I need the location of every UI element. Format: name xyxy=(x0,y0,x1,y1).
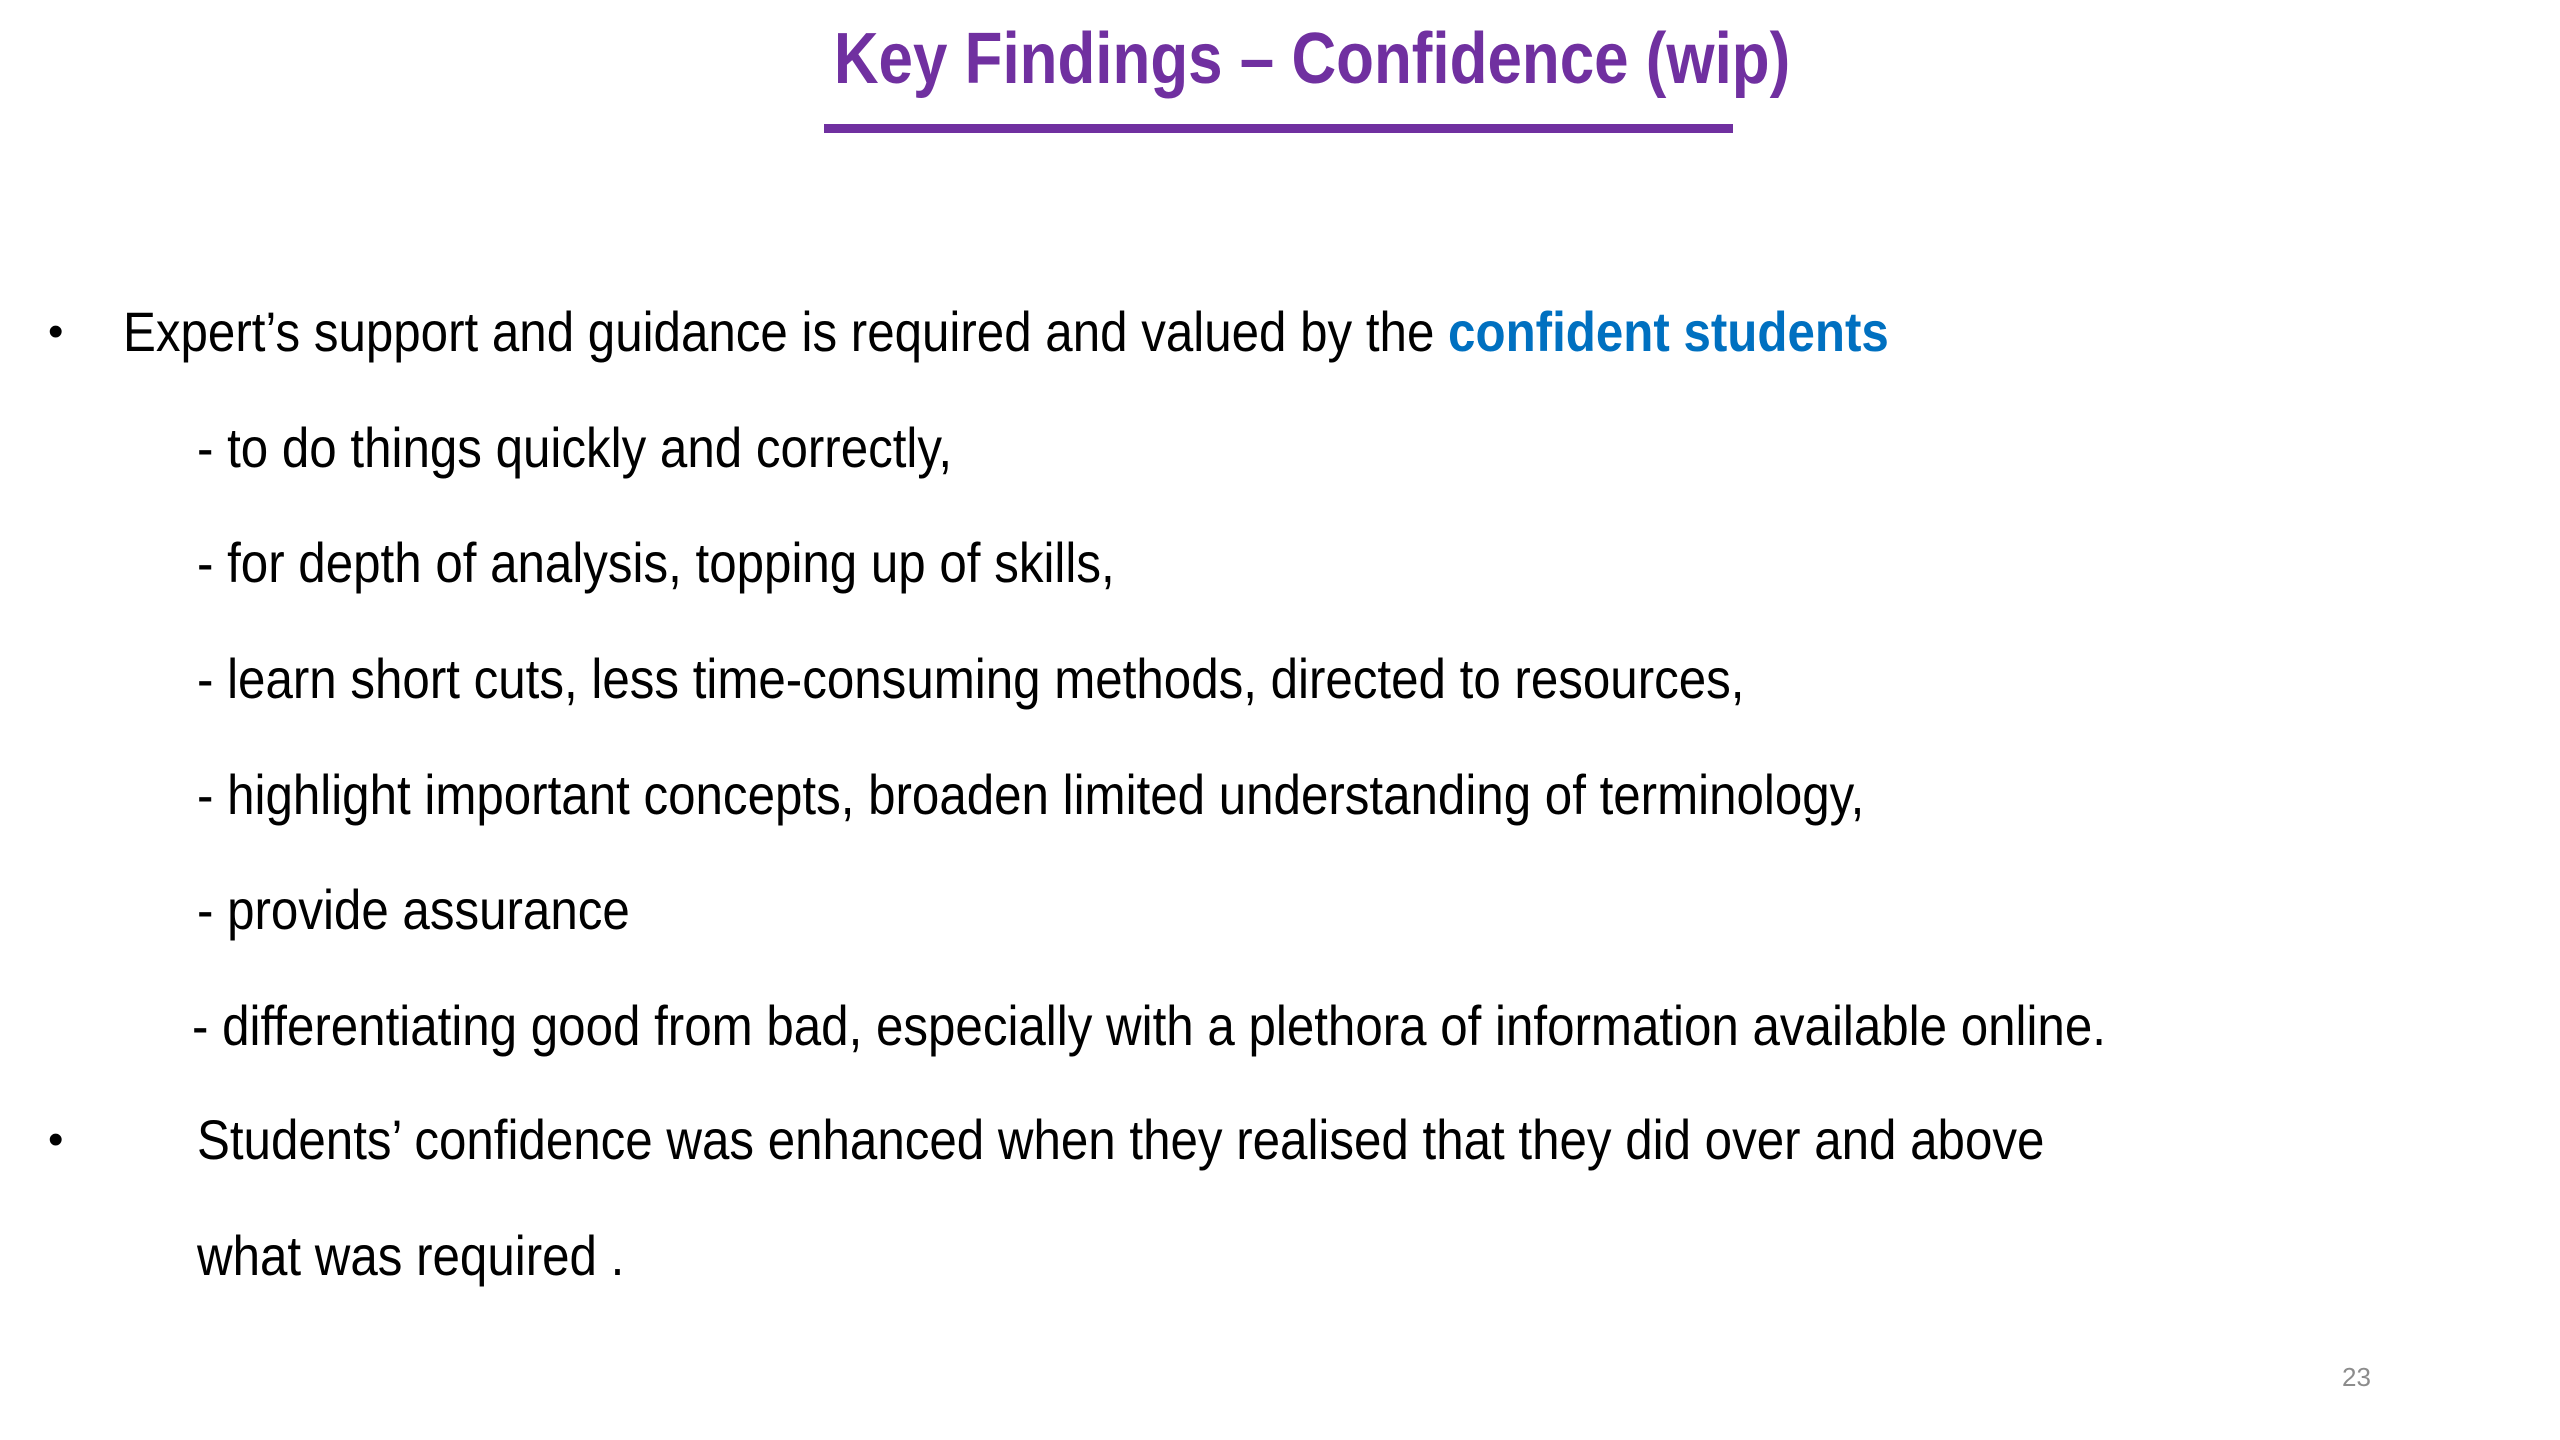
sub-item: - for depth of analysis, topping up of s… xyxy=(197,531,1115,594)
sub-item: - provide assurance xyxy=(197,878,630,941)
slide-title: Key Findings – Confidence (wip) xyxy=(834,19,1791,99)
sub-item: - learn short cuts, less time-consuming … xyxy=(197,647,1745,710)
bullet-2-line-2: what was required . xyxy=(197,1224,625,1287)
page-number: 23 xyxy=(2342,1362,2371,1392)
bullet-2-line-1: Students’ confidence was enhanced when t… xyxy=(197,1108,2045,1171)
sub-item: - differentiating good from bad, especia… xyxy=(192,994,2106,1057)
title-underline xyxy=(824,124,1733,133)
bullet-icon: • xyxy=(48,1115,64,1164)
sub-item: - to do things quickly and correctly, xyxy=(197,416,953,479)
highlight-text: confident students xyxy=(1448,300,1889,363)
sub-item: - highlight important concepts, broaden … xyxy=(197,763,1865,826)
bullet-1: Expert’s support and guidance is require… xyxy=(123,300,1889,363)
bullet-icon: • xyxy=(48,307,64,356)
